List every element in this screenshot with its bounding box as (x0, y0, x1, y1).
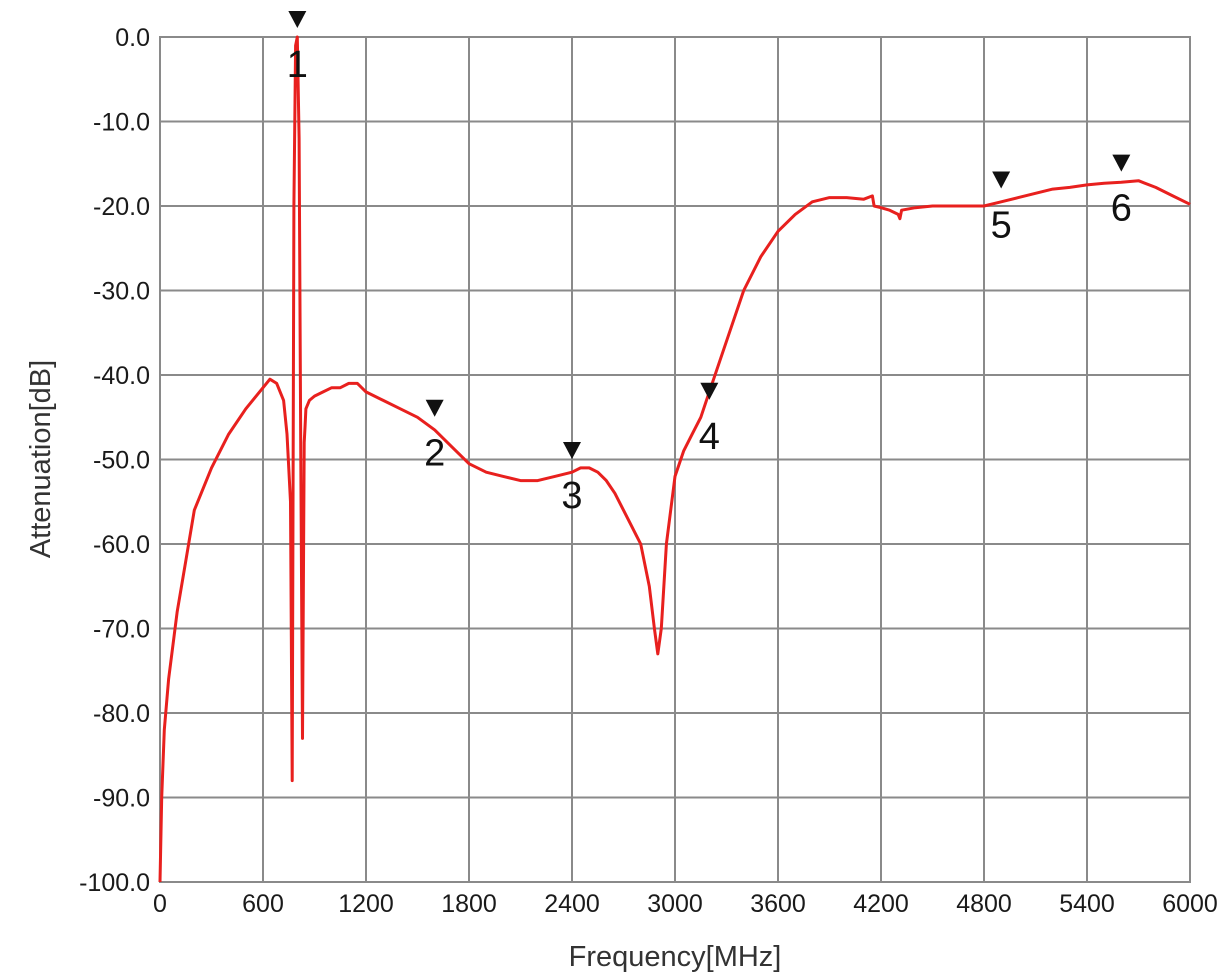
grid-lines (160, 37, 1190, 882)
x-tick-label: 5400 (1059, 890, 1115, 918)
y-tick-label: -90.0 (93, 785, 150, 813)
y-tick-label: -10.0 (93, 109, 150, 137)
x-tick-label: 4800 (956, 890, 1012, 918)
x-tick-labels: 0 600 1200 1800 2400 3000 3600 4200 4800 5400 6000 (153, 890, 1218, 918)
x-tick-label: 3600 (750, 890, 806, 918)
x-tick-label: 6000 (1162, 890, 1218, 918)
marker-1-triangle (288, 11, 307, 28)
y-axis-title: Attenuation[dB] (25, 360, 57, 558)
marker-3-label: 3 (561, 475, 582, 517)
y-tick-label: -100.0 (79, 869, 150, 897)
x-tick-label: 0 (153, 890, 167, 918)
series-layer (158, 35, 1191, 883)
y-tick-label: -20.0 (93, 193, 150, 221)
marker-2-label: 2 (424, 433, 445, 475)
y-tick-label: -60.0 (93, 531, 150, 559)
x-tick-label: 4200 (853, 890, 909, 918)
x-tick-label: 3000 (647, 890, 703, 918)
marker-layer: 1 2 3 4 5 6 (287, 11, 1132, 517)
y-tick-label: -70.0 (93, 616, 150, 644)
y-tick-label: -40.0 (93, 362, 150, 390)
marker-5-label: 5 (991, 205, 1012, 247)
y-tick-label: -80.0 (93, 700, 150, 728)
y-tick-label: -30.0 (93, 278, 150, 306)
x-tick-label: 600 (242, 890, 284, 918)
y-tick-label: 0.0 (115, 24, 150, 52)
marker-6-label: 6 (1111, 188, 1132, 230)
y-tick-label: -50.0 (93, 447, 150, 475)
x-tick-label: 1200 (338, 890, 394, 918)
x-tick-label: 2400 (544, 890, 600, 918)
marker-1-label: 1 (287, 44, 308, 86)
x-axis-title: Frequency[MHz] (569, 941, 782, 973)
marker-3-triangle (563, 441, 581, 459)
marker-6-triangle (1112, 154, 1131, 172)
marker-4-label: 4 (699, 416, 720, 458)
y-tick-labels: 0.0 -10.0 -20.0 -30.0 -40.0 -50.0 -60.0 -70.0 -8… (79, 24, 150, 897)
attenuation-series-line (158, 35, 1191, 883)
marker-2-triangle (425, 399, 444, 417)
x-tick-label: 1800 (441, 890, 497, 918)
marker-5-triangle (992, 171, 1011, 189)
marker-4-triangle (700, 382, 719, 400)
